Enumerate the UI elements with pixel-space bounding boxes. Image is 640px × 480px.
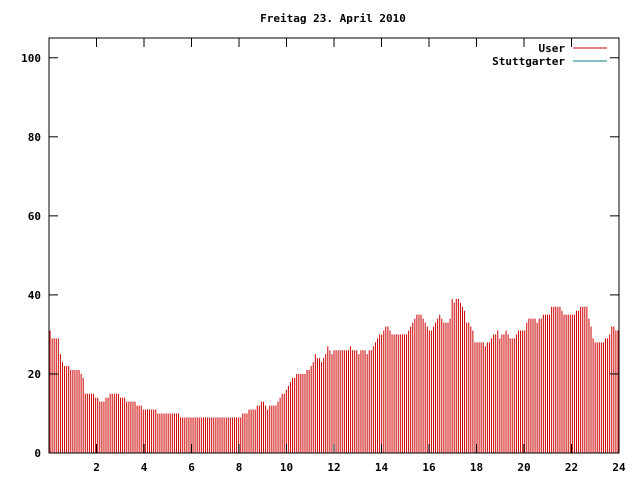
x-tick-label-2: 2 bbox=[93, 461, 100, 474]
x-tick-label-4: 4 bbox=[141, 461, 148, 474]
x-tick-label-10: 10 bbox=[280, 461, 293, 474]
y-tick-label-60: 60 bbox=[28, 210, 41, 223]
bars-group bbox=[49, 298, 619, 453]
x-tick-label-22: 22 bbox=[565, 461, 578, 474]
x-tick-label-24: 24 bbox=[612, 461, 626, 474]
x-tick-label-16: 16 bbox=[422, 461, 436, 474]
legend: User Stuttgarter bbox=[492, 42, 607, 68]
plot-frame bbox=[48, 37, 620, 454]
x-tick-label-18: 18 bbox=[470, 461, 483, 474]
y-tick-label-0: 0 bbox=[34, 447, 41, 460]
y-tick-label-40: 40 bbox=[28, 289, 41, 302]
y-tick-label-100: 100 bbox=[21, 52, 41, 65]
x-tick-label-14: 14 bbox=[375, 461, 389, 474]
y-tick-label-20: 20 bbox=[28, 368, 41, 381]
x-tick-label-8: 8 bbox=[236, 461, 243, 474]
x-tick-label-6: 6 bbox=[188, 461, 195, 474]
legend-label-user: User bbox=[539, 42, 566, 55]
y-tick-label-80: 80 bbox=[28, 131, 41, 144]
x-tick-label-12: 12 bbox=[327, 461, 340, 474]
x-tick-label-20: 20 bbox=[517, 461, 530, 474]
chart-title: Freitag 23. April 2010 bbox=[260, 12, 406, 25]
legend-label-stuttgarter: Stuttgarter bbox=[492, 55, 565, 68]
